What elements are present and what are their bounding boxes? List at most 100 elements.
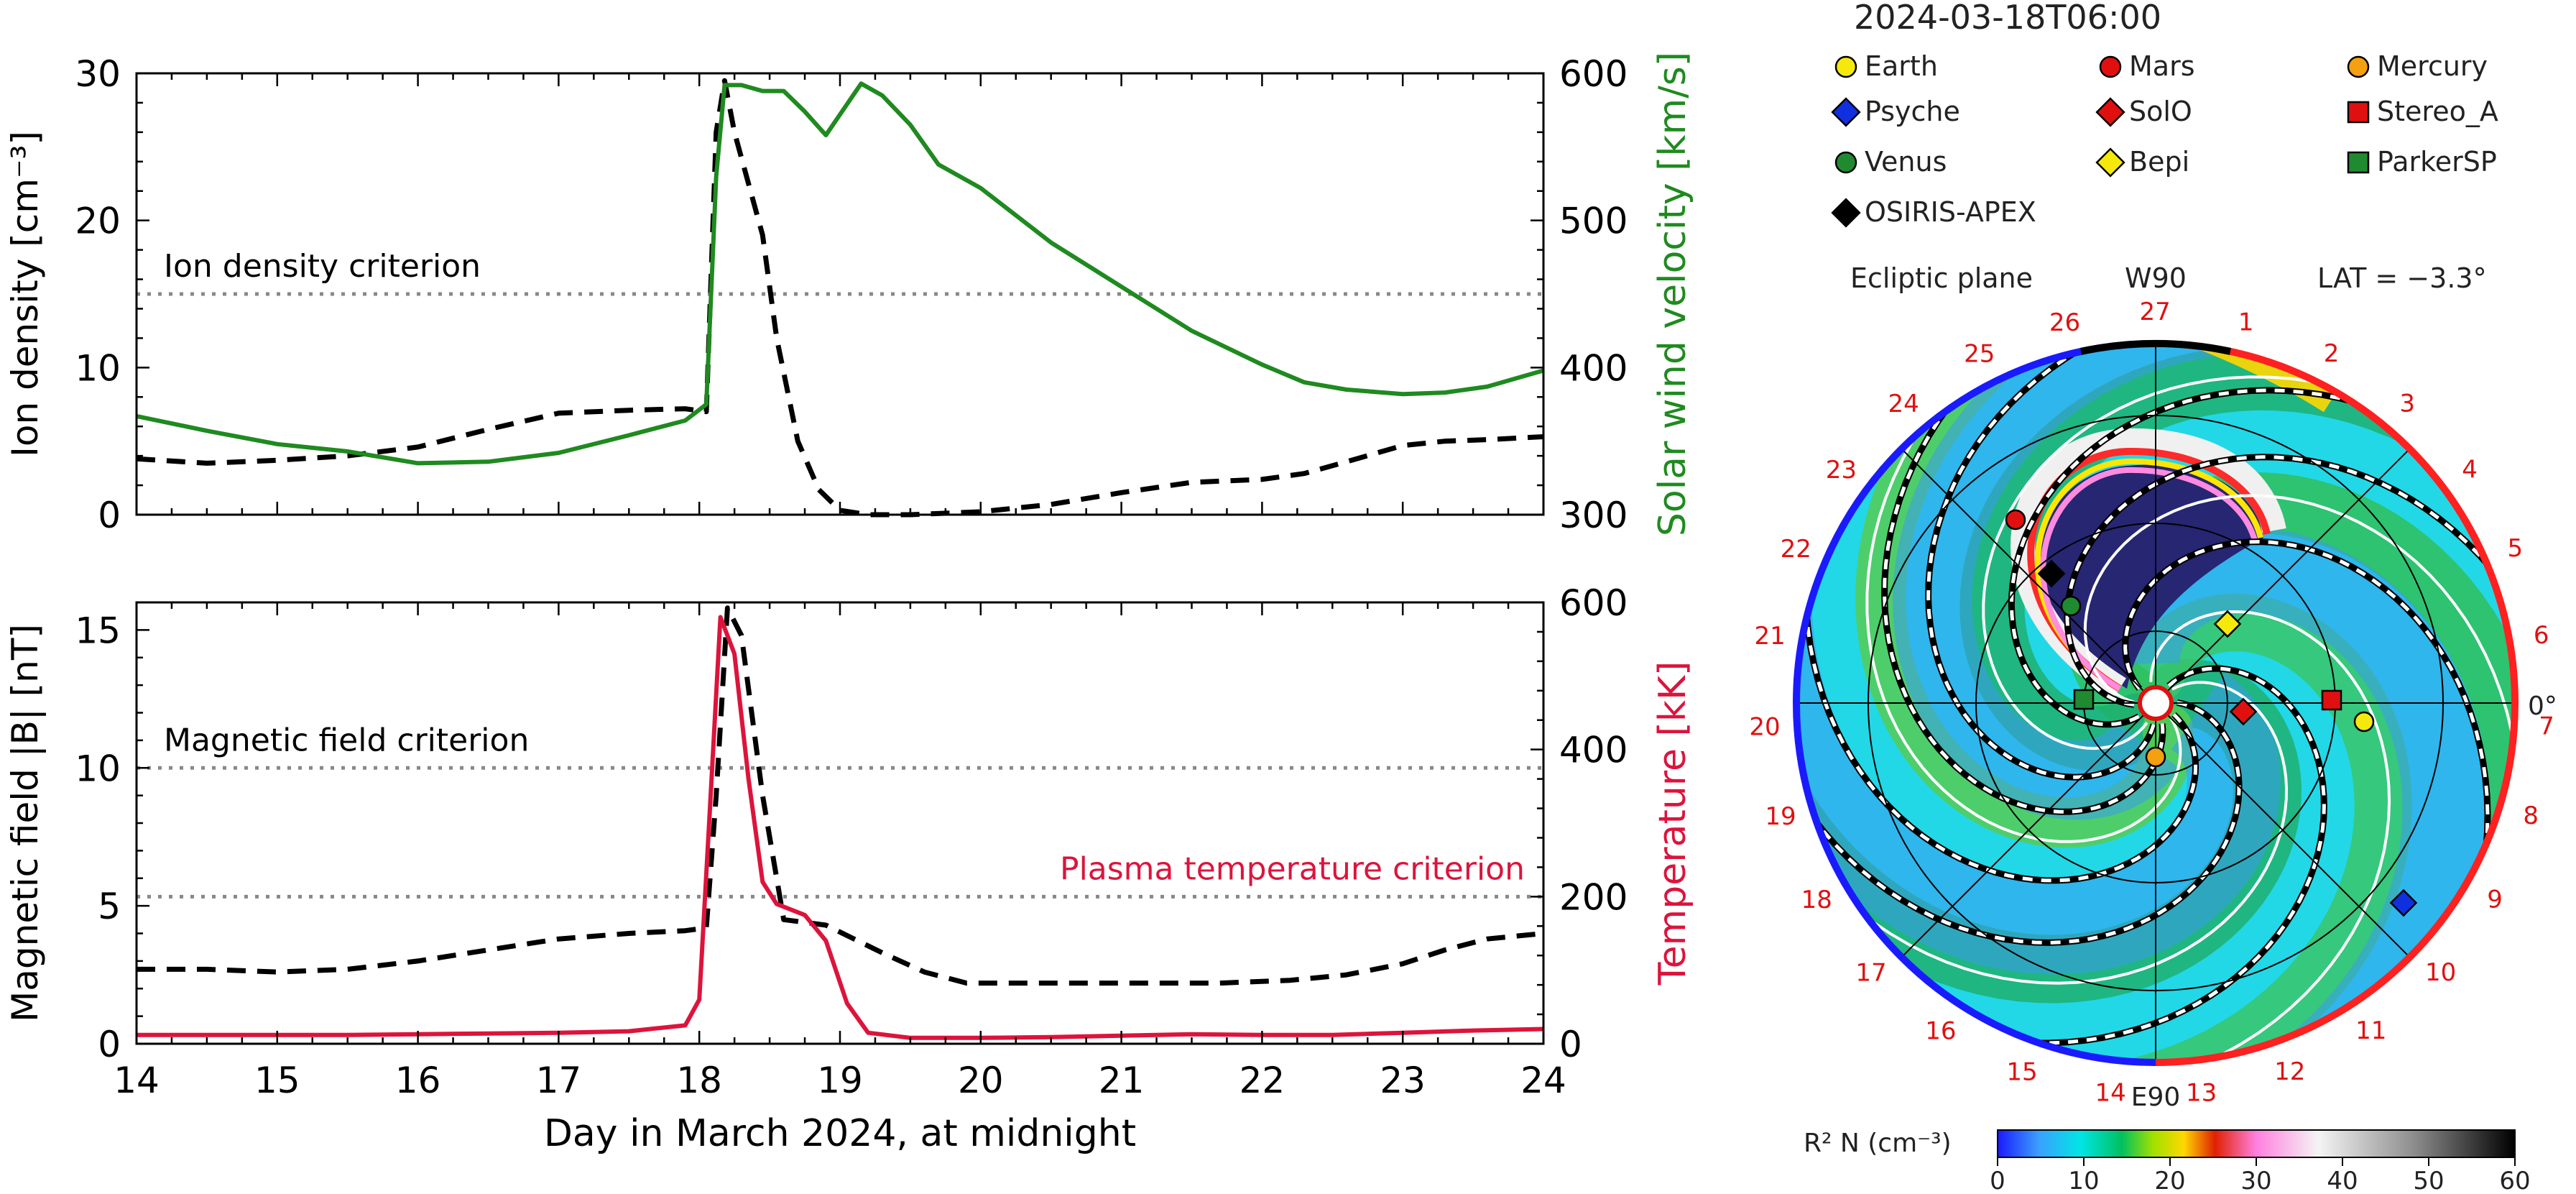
left-axis-series-line xyxy=(136,78,1544,518)
sector-number: 23 xyxy=(1826,456,1857,485)
left-y-tick-label: 30 xyxy=(75,53,121,95)
sector-number: 10 xyxy=(2425,958,2456,987)
sector-number: 1 xyxy=(2238,308,2254,337)
right-y-axis-label: Solar wind velocity [km/s] xyxy=(1651,52,1694,536)
x-tick-label: 21 xyxy=(1099,1060,1145,1101)
enlil-ecliptic-figure: 2024-03-18T06:00 Earth Mars Mercury Psyche So… xyxy=(1749,0,2557,1194)
body-marker-bepi xyxy=(2213,610,2242,638)
colorbar-tick-label: 30 xyxy=(2240,1167,2271,1194)
plane-label: Ecliptic plane xyxy=(1850,262,2033,294)
sector-number: 9 xyxy=(2487,885,2503,914)
colorbar-tick-label: 40 xyxy=(2327,1167,2358,1194)
body-marker-psyche xyxy=(2389,888,2418,917)
field-line xyxy=(2083,494,2515,845)
legend-marker-solo xyxy=(2095,97,2125,127)
legend-label: SolO xyxy=(2129,96,2192,127)
left-y-tick-label: 10 xyxy=(75,748,121,789)
criterion-label: Plasma temperature criterion xyxy=(1060,850,1525,887)
cme-cavity xyxy=(2039,464,2263,689)
legend-marker-psyche xyxy=(1831,97,1861,127)
sector-number: 17 xyxy=(1855,958,1886,987)
top-panel: 0 10 20 30 300 400 500 600 Ion density [cm⁻³] Sol… xyxy=(4,52,1694,536)
x-tick-label: 14 xyxy=(114,1060,160,1101)
left-y-axis-label: Magnetic field |B| [nT] xyxy=(4,624,46,1022)
legend-label: ParkerSP xyxy=(2377,146,2497,178)
sector-number: 26 xyxy=(2049,308,2080,337)
right-y-tick-label: 600 xyxy=(1559,582,1628,624)
body-marker-mercury xyxy=(2145,746,2166,768)
body-marker-parkersp xyxy=(2073,689,2095,710)
sector-number: 19 xyxy=(1765,802,1796,831)
left-y-axis-label: Ion density [cm⁻³] xyxy=(4,131,46,457)
connection-spiral-dash xyxy=(1926,344,2156,779)
right-y-axis-label: Temperature [kK] xyxy=(1651,661,1694,986)
colorbar-tick-label: 0 xyxy=(1990,1167,2005,1194)
sector-number: 3 xyxy=(2399,389,2415,418)
legend-marker-mars xyxy=(2099,55,2122,78)
left-y-tick-label: 0 xyxy=(98,1024,121,1065)
field-line xyxy=(1796,681,2289,985)
body-marker-venus xyxy=(2060,595,2082,617)
legend-marker-mercury xyxy=(2347,55,2370,78)
left-y-tick-label: 15 xyxy=(75,610,121,651)
right-y-tick-label: 500 xyxy=(1559,201,1628,242)
legend-label: Venus xyxy=(1865,146,1947,178)
criterion-label: Magnetic field criterion xyxy=(164,722,529,758)
right-y-tick-label: 0 xyxy=(1559,1024,1582,1065)
colorbar-tick-label: 20 xyxy=(2154,1167,2185,1194)
connection-spiral-dash xyxy=(2123,540,2490,889)
x-tick-label: 23 xyxy=(1380,1060,1426,1101)
low-density-band xyxy=(1796,603,2281,975)
sector-number: 21 xyxy=(1755,622,1786,651)
field-line xyxy=(1982,375,2419,750)
colorbar-tick-label: 10 xyxy=(2068,1167,2099,1194)
e90-label: E90 xyxy=(2131,1083,2181,1112)
legend-label: OSIRIS-APEX xyxy=(1865,196,2036,228)
sector-number: 14 xyxy=(2095,1078,2126,1107)
legend-marker-stereo-a xyxy=(2347,101,2370,124)
sector-number: 18 xyxy=(1801,886,1832,914)
sun-icon xyxy=(2138,685,2174,721)
connection-spiral-dash xyxy=(1796,700,2241,945)
w90-label: W90 xyxy=(2125,262,2187,294)
x-tick-label: 15 xyxy=(254,1060,300,1101)
legend-label: Mercury xyxy=(2377,50,2488,82)
sector-number: 5 xyxy=(2508,534,2524,563)
sector-number: 4 xyxy=(2462,455,2478,484)
connection-spiral-dash xyxy=(1993,666,2326,1045)
body-marker-osiris-apex xyxy=(2037,559,2066,588)
body-marker-mars xyxy=(2005,509,2026,531)
sector-number: 13 xyxy=(2186,1078,2217,1107)
sector-number: 12 xyxy=(2274,1057,2305,1086)
x-axis-label: Day in March 2024, at midnight xyxy=(544,1112,1136,1155)
rim-arc-dark xyxy=(2080,340,2231,355)
sector-number: 16 xyxy=(1925,1017,1956,1046)
connection-spiral-dash xyxy=(1883,375,2165,814)
x-tick-label: 17 xyxy=(536,1060,582,1101)
left-y-tick-label: 0 xyxy=(98,495,121,536)
legend-label: Bepi xyxy=(2129,146,2189,178)
left-y-tick-label: 5 xyxy=(98,886,121,927)
sector-number: 11 xyxy=(2355,1016,2386,1045)
legend-marker-parkersp xyxy=(2347,151,2370,174)
zero-degree-label: 0° xyxy=(2528,692,2557,721)
x-tick-label: 20 xyxy=(958,1060,1004,1101)
sector-number: 8 xyxy=(2523,802,2539,830)
legend-label: Stereo_A xyxy=(2377,96,2498,127)
sector-number: 20 xyxy=(1749,712,1780,741)
x-tick-label: 18 xyxy=(676,1060,722,1101)
right-axis-series-line xyxy=(136,81,1544,466)
legend-label: Psyche xyxy=(1865,96,1960,127)
right-y-tick-label: 600 xyxy=(1559,53,1628,95)
x-tick-label: 19 xyxy=(817,1060,863,1101)
sector-number: 27 xyxy=(2140,298,2171,326)
legend-label: Mars xyxy=(2129,50,2195,82)
x-tick-label: 22 xyxy=(1239,1060,1285,1101)
sector-number: 22 xyxy=(1781,535,1811,564)
left-axis-series-line xyxy=(137,605,1544,986)
snapshot-time: 2024-03-18T06:00 xyxy=(1854,0,2161,37)
right-y-tick-label: 400 xyxy=(1559,730,1628,771)
field-line xyxy=(1865,354,2182,843)
colorbar xyxy=(1997,1129,2516,1158)
